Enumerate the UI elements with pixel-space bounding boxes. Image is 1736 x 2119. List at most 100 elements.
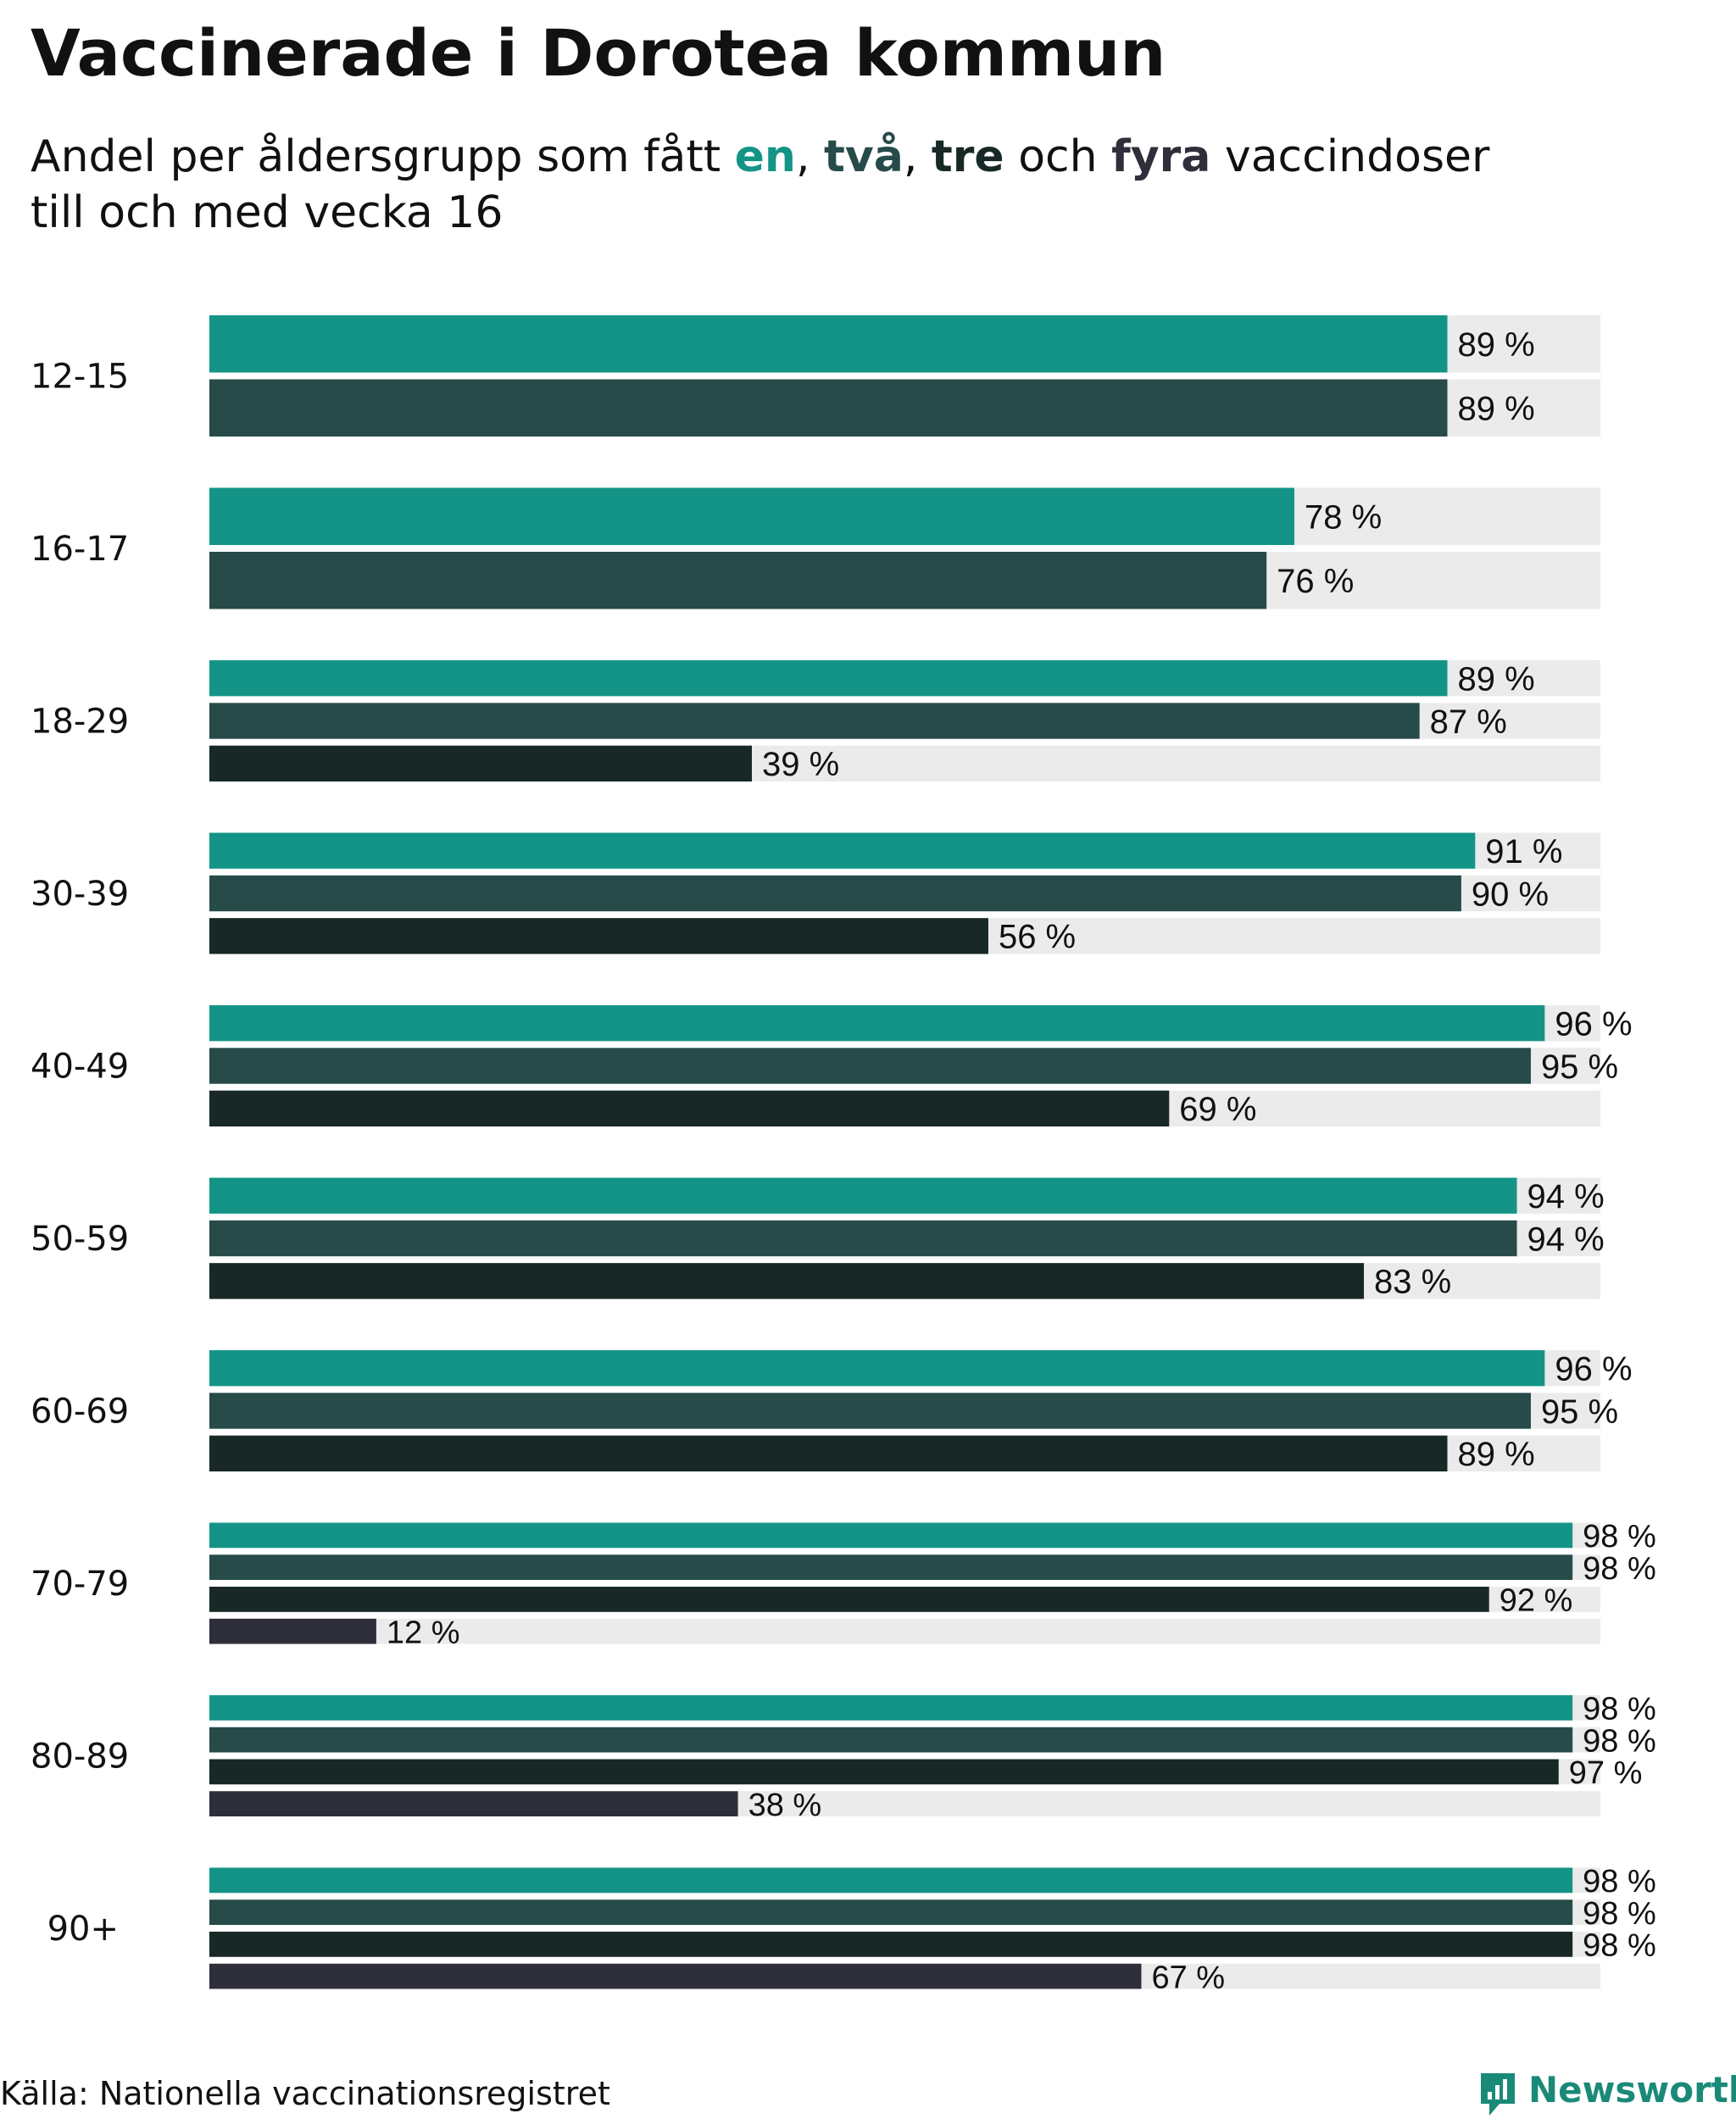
- data-label: 67 %: [1151, 1960, 1225, 1995]
- bar-tre-18-29: [209, 745, 752, 781]
- bar-två-50-59: [209, 1220, 1517, 1257]
- bar-tre-40-49: [209, 1090, 1170, 1126]
- bar-tre-70-79: [209, 1587, 1489, 1612]
- bar-en-70-79: [209, 1522, 1573, 1549]
- bar-två-30-39: [209, 875, 1461, 912]
- data-label: 96 %: [1555, 1006, 1632, 1043]
- age-group-12-15: 12-15 89 % 89 %: [31, 315, 1600, 437]
- age-group-40-49: 40-49 96 % 95 % 69 %: [31, 1005, 1633, 1128]
- data-label: 98 %: [1583, 1864, 1656, 1899]
- data-label: 91 %: [1485, 833, 1562, 870]
- data-label: 39 %: [762, 746, 839, 783]
- bar-en-12-15: [209, 315, 1448, 373]
- bar-track: [209, 1618, 1600, 1644]
- data-label: 94 %: [1527, 1178, 1605, 1215]
- data-label: 83 %: [1374, 1264, 1451, 1301]
- data-label: 12 %: [387, 1615, 460, 1650]
- bar-tre-30-39: [209, 918, 988, 954]
- data-label: 69 %: [1179, 1091, 1256, 1128]
- bar-tre-60-69: [209, 1435, 1448, 1471]
- bar-två-40-49: [209, 1048, 1531, 1084]
- bar-två-90+: [209, 1899, 1573, 1925]
- age-group-70-79: 70-79 98 %98 % 92 % 12 %: [31, 1519, 1656, 1650]
- source-note: Källa: Nationella vaccinationsregistret: [0, 2075, 610, 2112]
- data-label: 89 %: [1457, 1436, 1534, 1473]
- bar-en-50-59: [209, 1177, 1517, 1214]
- category-label: 18-29: [31, 703, 129, 742]
- data-label: 98 %: [1583, 1551, 1656, 1587]
- data-label: 89 %: [1457, 326, 1534, 364]
- age-group-90+: 90+98 %98 %98 %67 %: [47, 1864, 1656, 1995]
- bar-tre-80-89: [209, 1759, 1559, 1785]
- data-label: 89 %: [1457, 391, 1534, 428]
- legend-dose-2: två: [824, 131, 904, 182]
- bar-fyra-80-89: [209, 1791, 738, 1816]
- bar-två-80-89: [209, 1727, 1573, 1753]
- bar-två-12-15: [209, 379, 1448, 437]
- bar-en-30-39: [209, 832, 1476, 869]
- data-label: 95 %: [1541, 1393, 1618, 1431]
- subtitle-line-2: till och med vecka 16: [31, 187, 504, 238]
- category-label: 30-39: [31, 875, 129, 914]
- data-label: 96 %: [1555, 1351, 1632, 1388]
- chart-title: Vaccinerade i Dorotea kommun: [31, 15, 1166, 91]
- data-label: 56 %: [999, 919, 1076, 956]
- data-label: 89 %: [1457, 661, 1534, 698]
- bar-en-90+: [209, 1867, 1573, 1894]
- data-label: 76 %: [1277, 563, 1354, 600]
- age-group-18-29: 18-29 89 % 87 % 39 %: [31, 660, 1600, 783]
- age-group-50-59: 50-59 94 % 94 % 83 %: [31, 1177, 1605, 1301]
- bar-två-60-69: [209, 1393, 1531, 1429]
- subtitle-sep-2: ,: [903, 131, 932, 182]
- category-label: 90+: [47, 1910, 119, 1949]
- legend-dose-1: en: [734, 131, 796, 182]
- data-label: 98 %: [1583, 1723, 1656, 1759]
- bar-tre-90+: [209, 1932, 1573, 1957]
- age-group-30-39: 30-39 91 % 90 % 56 %: [31, 832, 1600, 956]
- data-label: 98 %: [1583, 1896, 1656, 1932]
- data-label: 97 %: [1569, 1755, 1643, 1791]
- bar-tre-50-59: [209, 1263, 1365, 1299]
- bar-en-16-17: [209, 487, 1294, 545]
- legend-dose-4: fyra: [1111, 131, 1211, 182]
- data-label: 90 %: [1472, 876, 1549, 913]
- subtitle-prefix: Andel per åldersgrupp som fått: [31, 131, 735, 182]
- category-label: 60-69: [31, 1393, 129, 1432]
- category-label: 16-17: [31, 530, 129, 569]
- bar-fyra-70-79: [209, 1618, 376, 1644]
- category-label: 40-49: [31, 1048, 129, 1087]
- bar-chart: 12-15 89 % 89 % 16-17 78 % 76 % 18-29 89 % 87 % 3…: [31, 315, 1656, 1995]
- data-label: 87 %: [1430, 704, 1507, 741]
- bar-en-18-29: [209, 660, 1448, 697]
- subtitle-mid: och: [1004, 131, 1112, 182]
- bar-en-80-89: [209, 1695, 1573, 1721]
- data-label: 98 %: [1583, 1928, 1656, 1964]
- category-label: 12-15: [31, 358, 129, 397]
- age-group-60-69: 60-69 96 % 95 %89 %: [31, 1350, 1633, 1473]
- data-label: 95 %: [1541, 1048, 1618, 1086]
- age-group-16-17: 16-17 78 % 76 %: [31, 487, 1600, 609]
- subtitle-sep-1: ,: [795, 131, 825, 182]
- bar-fyra-90+: [209, 1963, 1142, 1989]
- subtitle-suffix: vaccindoser: [1210, 131, 1490, 182]
- newsworthy-logo: Newsworthy: [1477, 2070, 1736, 2119]
- bar-en-60-69: [209, 1350, 1545, 1387]
- data-label: 92 %: [1500, 1583, 1573, 1619]
- newsworthy-logo-icon: [1481, 2073, 1515, 2116]
- bar-två-16-17: [209, 552, 1267, 609]
- data-label: 98 %: [1583, 1692, 1656, 1727]
- data-label: 78 %: [1305, 499, 1382, 537]
- chart-subtitle: Andel per åldersgrupp som fått en, två, …: [31, 129, 1641, 241]
- data-label: 94 %: [1527, 1221, 1605, 1258]
- category-label: 70-79: [31, 1565, 129, 1604]
- category-label: 80-89: [31, 1738, 129, 1777]
- bar-två-18-29: [209, 703, 1420, 739]
- data-label: 98 %: [1583, 1519, 1656, 1554]
- bar-en-40-49: [209, 1005, 1545, 1042]
- newsworthy-logo-text: Newsworthy: [1528, 2069, 1736, 2111]
- category-label: 50-59: [31, 1220, 129, 1259]
- data-label: 38 %: [748, 1788, 822, 1823]
- legend-dose-3: tre: [931, 131, 1004, 182]
- bar-två-70-79: [209, 1554, 1573, 1580]
